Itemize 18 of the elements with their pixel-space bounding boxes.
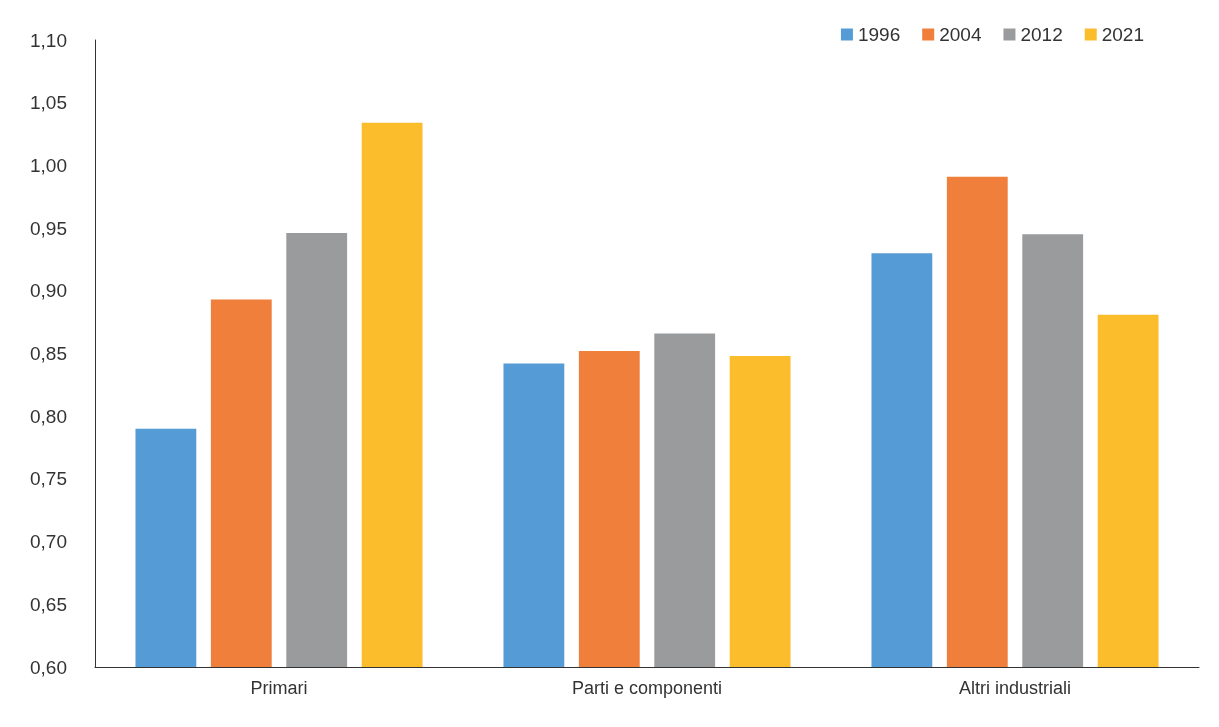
- y-tick-label: 1,05: [30, 92, 67, 114]
- y-tick-label: 0,65: [30, 593, 67, 615]
- y-tick-label: 1,10: [30, 29, 67, 51]
- x-tick-label: Primari: [250, 678, 308, 698]
- x-tick-label: Altri industriali: [958, 678, 1072, 698]
- legend-label: 2012: [1020, 24, 1063, 45]
- legend-label: 2021: [1101, 24, 1145, 45]
- legend-label: 2004: [939, 24, 982, 45]
- y-tick-label: 0,70: [30, 531, 67, 553]
- y-tick-label: 0,60: [30, 656, 67, 678]
- y-tick-label: 0,85: [30, 343, 67, 364]
- y-tick-label: 0,90: [30, 280, 67, 302]
- y-tick-label: 1,00: [30, 154, 67, 176]
- legend-label: 1996: [857, 24, 901, 45]
- y-tick-label: 0,95: [30, 217, 67, 239]
- y-tick-label: 0,80: [30, 405, 67, 427]
- x-tick-label: Parti e componenti: [571, 678, 723, 698]
- y-tick-label: 0,75: [30, 468, 67, 490]
